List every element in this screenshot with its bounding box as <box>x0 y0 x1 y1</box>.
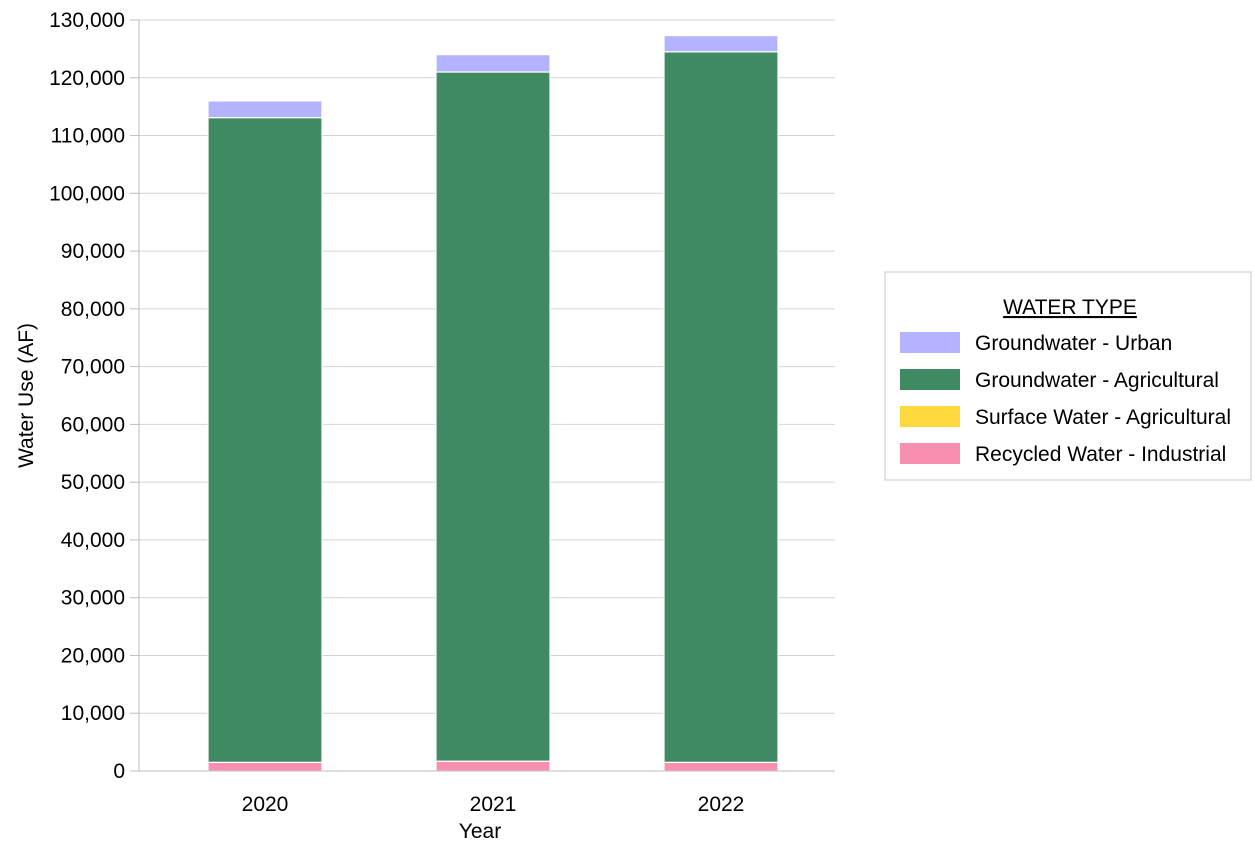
y-axis-title: Water Use (AF) <box>15 323 38 468</box>
bar-segment <box>663 51 779 763</box>
x-tick-label: 2022 <box>698 793 745 816</box>
x-tick-label: 2020 <box>242 793 289 816</box>
y-tick-label: 130,000 <box>49 9 125 32</box>
bar-segment <box>435 760 551 772</box>
legend-label: Recycled Water - Industrial <box>975 443 1226 466</box>
y-tick-label: 100,000 <box>49 182 125 205</box>
bar-segment <box>663 34 779 53</box>
legend-swatch <box>900 406 960 427</box>
bar-segment <box>663 761 779 772</box>
legend-label: Groundwater - Urban <box>975 332 1172 355</box>
y-tick-label: 80,000 <box>61 298 125 321</box>
bar-segment <box>435 54 551 73</box>
x-axis-title: Year <box>459 820 501 843</box>
y-tick-label: 40,000 <box>61 529 125 552</box>
legend-swatch <box>900 369 960 390</box>
bar-segment <box>207 761 323 772</box>
y-tick-label: 120,000 <box>49 67 125 90</box>
legend-label: Groundwater - Agricultural <box>975 369 1219 392</box>
legend-swatch <box>900 332 960 353</box>
y-tick-label: 50,000 <box>61 471 125 494</box>
y-tick-label: 110,000 <box>51 125 125 148</box>
bar-segment <box>207 100 323 119</box>
y-tick-label: 60,000 <box>61 413 125 436</box>
bar-segment <box>207 117 323 763</box>
y-tick-label: 70,000 <box>61 356 125 379</box>
y-tick-label: 10,000 <box>61 702 125 725</box>
y-tick-label: 30,000 <box>61 587 125 610</box>
y-tick-label: 90,000 <box>61 240 125 263</box>
x-tick-label: 2021 <box>470 793 517 816</box>
y-tick-label: 0 <box>113 760 125 783</box>
legend-title: WATER TYPE <box>1003 296 1137 319</box>
legend: WATER TYPE Groundwater - UrbanGroundwate… <box>884 271 1252 481</box>
x-tick-labels: 2020 2021 2022 <box>242 793 745 816</box>
y-tick-labels: 0 10,000 20,000 30,000 40,000 50,000 60,000 70,… <box>49 9 125 783</box>
y-tick-label: 20,000 <box>61 644 125 667</box>
bars <box>207 34 779 772</box>
bar-segment <box>435 71 551 762</box>
legend-swatch <box>900 443 960 464</box>
axes <box>138 20 835 772</box>
legend-items: Groundwater - Urban Groundwater - Agricul… <box>900 332 1231 466</box>
legend-label: Surface Water - Agricultural <box>975 406 1231 429</box>
